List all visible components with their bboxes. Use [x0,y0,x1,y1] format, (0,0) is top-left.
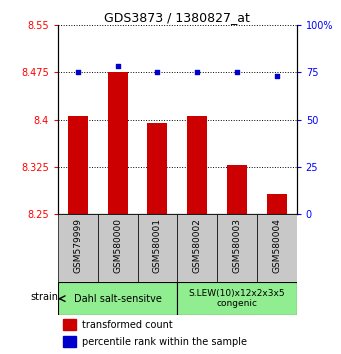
Point [75,69,80,75]
Text: GSM580003: GSM580003 [233,218,241,273]
Bar [63,319,76,330]
Point [115,64,120,69]
Point [274,73,280,79]
Text: strain: strain [31,292,59,302]
Bar [68,116,88,214]
Bar [58,214,98,282]
Bar [137,214,177,282]
Text: GSM580000: GSM580000 [113,218,122,273]
Bar [148,123,167,214]
Text: GSM580001: GSM580001 [153,218,162,273]
Point [155,69,160,75]
Bar [227,165,247,214]
Bar [187,116,207,214]
Text: GSM580002: GSM580002 [193,218,202,273]
Text: GSM580004: GSM580004 [272,218,281,273]
Bar [267,194,287,214]
Bar [257,214,297,282]
Bar [58,282,177,315]
Text: transformed count: transformed count [82,320,173,330]
Text: percentile rank within the sample: percentile rank within the sample [82,337,247,347]
Title: GDS3873 / 1380827_at: GDS3873 / 1380827_at [104,11,250,24]
Bar [108,72,128,214]
Point [234,69,240,75]
Bar [217,214,257,282]
Bar [177,282,297,315]
Text: S.LEW(10)x12x2x3x5
congenic: S.LEW(10)x12x2x3x5 congenic [189,289,285,308]
Bar [63,336,76,347]
Text: Dahl salt-sensitve: Dahl salt-sensitve [74,294,162,304]
Point [194,69,200,75]
Bar [177,214,217,282]
Text: GSM579999: GSM579999 [73,218,83,273]
Bar [98,214,137,282]
